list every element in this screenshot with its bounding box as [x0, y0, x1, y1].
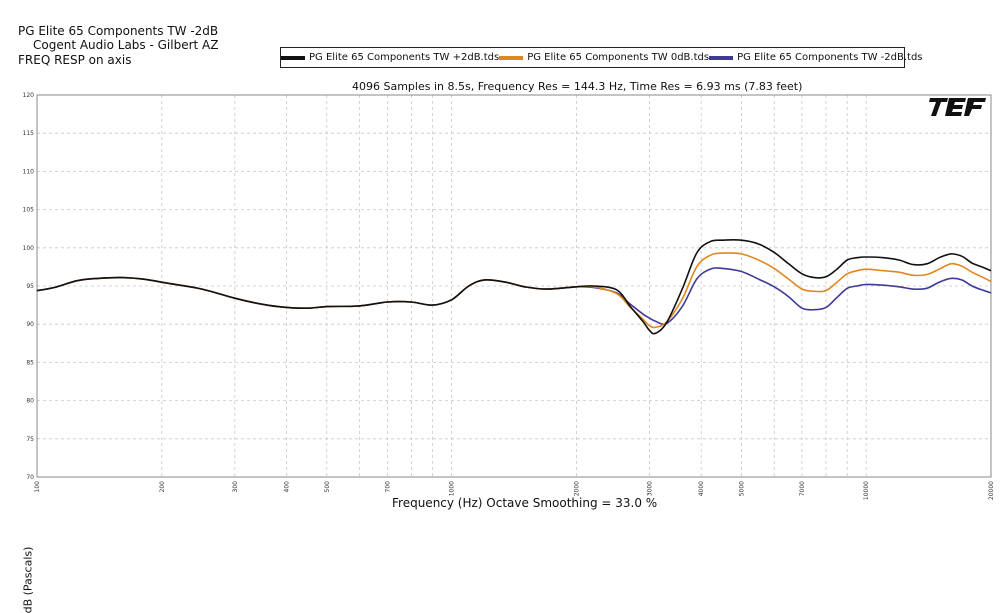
y-tick-label: 75: [26, 436, 34, 443]
chart-legend: PG Elite 65 Components TW +2dB.tds PG El…: [280, 47, 923, 68]
legend-item: PG Elite 65 Components TW +2dB.tds: [281, 52, 499, 63]
header-title: PG Elite 65 Components TW -2dB: [18, 24, 219, 38]
x-axis-label: Frequency (Hz) Octave Smoothing = 33.0 %: [392, 496, 658, 510]
y-tick-label: 70: [26, 474, 34, 481]
x-tick-label: 400: [284, 481, 291, 493]
series-line-0: [36, 239, 992, 335]
legend-swatch: [281, 55, 305, 60]
tick-labels: 70 75 80 85 90 95 100 105 110 115 120 100 200 300 400 5…: [23, 92, 995, 500]
x-tick-label: 1000: [449, 481, 456, 496]
legend-label: PG Elite 65 Components TW -2dB.tds: [737, 52, 923, 63]
legend-item: PG Elite 65 Components TW -2dB.tds: [709, 52, 923, 63]
y-tick-label: 100: [23, 245, 35, 252]
y-tick-label: 95: [26, 283, 34, 290]
x-tick-label: 2000: [573, 481, 580, 496]
series-line-2: [36, 267, 992, 326]
x-tick-label: 500: [324, 481, 331, 493]
legend-swatch: [709, 55, 734, 60]
legend-label: PG Elite 65 Components TW +2dB.tds: [309, 52, 500, 63]
y-tick-label: 120: [23, 92, 35, 99]
plot-frame: [36, 94, 992, 478]
x-tick-label: 300: [232, 481, 239, 493]
x-tick-label: 3000: [646, 481, 653, 496]
series-lines: [36, 239, 992, 335]
x-tick-label: 20000: [988, 481, 995, 500]
x-tick-label: 10000: [863, 481, 870, 500]
legend-item: PG Elite 65 Components TW 0dB.tds: [499, 52, 709, 63]
frequency-response-chart: 70 75 80 85 90 95 100 105 110 115 120 100 200 300 400 5…: [23, 92, 995, 500]
legend-swatch: [499, 55, 524, 60]
series-line-1: [36, 252, 992, 329]
x-tick-label: 200: [159, 481, 166, 493]
y-tick-label: 110: [23, 168, 35, 175]
header-measurement-type: FREQ RESP on axis: [18, 53, 132, 67]
x-tick-label: 700: [384, 481, 391, 493]
header-lab-name: Cogent Audio Labs - Gilbert AZ: [33, 38, 219, 52]
y-tick-label: 85: [26, 359, 34, 366]
y-tick-label: 80: [26, 398, 34, 405]
x-tick-label: 4000: [698, 481, 705, 496]
y-tick-label: 90: [26, 321, 34, 328]
legend-label: PG Elite 65 Components TW 0dB.tds: [527, 52, 710, 63]
x-tick-label: 5000: [738, 481, 745, 496]
y-tick-label: 105: [23, 207, 35, 214]
y-tick-label: 115: [23, 130, 35, 137]
y-axis-label: dB (Pascals): [21, 546, 35, 613]
grid: [36, 94, 992, 478]
tef-logo: [929, 98, 986, 116]
chart-subtitle: 4096 Samples in 8.5s, Frequency Res = 14…: [352, 80, 803, 93]
x-tick-label: 7000: [799, 481, 806, 496]
x-tick-label: 100: [34, 481, 41, 493]
